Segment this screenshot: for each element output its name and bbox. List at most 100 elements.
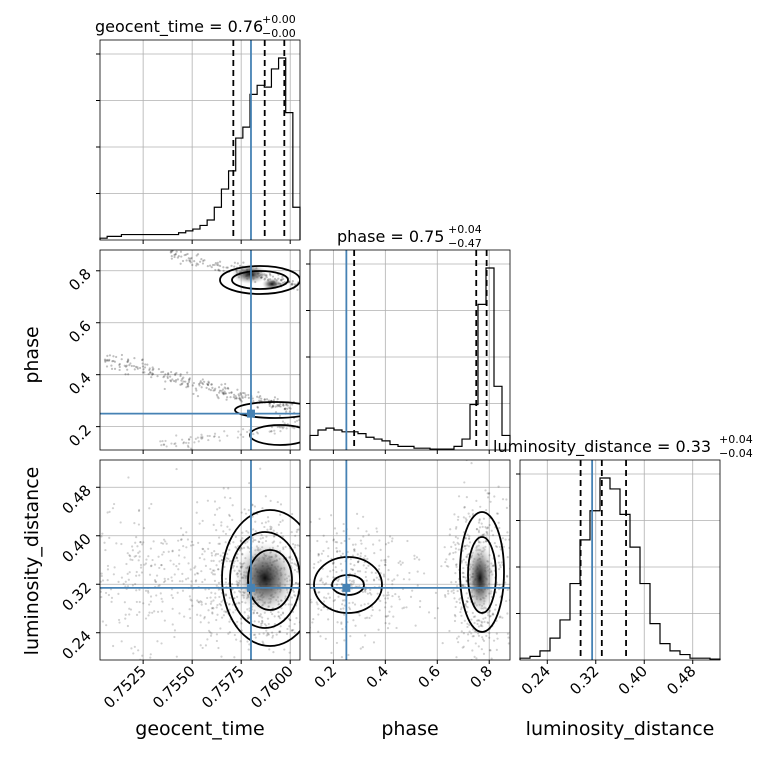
sample-point [342, 530, 345, 533]
sample-point [214, 268, 217, 272]
sample-point [495, 512, 499, 515]
sample-point [229, 496, 232, 500]
sample-point [343, 599, 346, 602]
sample-point [295, 419, 299, 422]
truth-point [342, 583, 351, 592]
sample-point [506, 574, 509, 577]
sample-point [126, 368, 129, 371]
sample-point [323, 583, 326, 586]
sample-point [370, 614, 373, 617]
sample-point [214, 554, 217, 557]
sample-point [228, 391, 231, 395]
sample-point [242, 435, 245, 439]
sample-point [235, 602, 238, 605]
sample-point [173, 629, 177, 632]
sample-point [323, 596, 326, 599]
sample-point [462, 575, 465, 579]
sample-point [183, 615, 186, 618]
x-tick-label: 0.7575 [198, 662, 248, 712]
sample-point [497, 561, 500, 564]
sample-point [378, 539, 381, 542]
sample-point [480, 623, 483, 626]
sample-point [506, 575, 509, 578]
sample-point [188, 377, 191, 380]
sample-point [184, 380, 187, 383]
sample-point [475, 528, 478, 531]
sample-point [217, 646, 220, 650]
sample-point [258, 399, 261, 402]
sample-point [285, 402, 288, 406]
sample-point [223, 390, 226, 393]
sample-point [285, 404, 288, 407]
sample-point [169, 380, 173, 383]
sample-point [222, 391, 225, 394]
sample-point [186, 371, 189, 374]
sample-point [189, 447, 193, 450]
sample-point [156, 610, 160, 613]
sample-point [158, 566, 161, 570]
sample-point [200, 601, 203, 604]
sample-point [291, 282, 294, 285]
sample-point [110, 596, 114, 599]
sample-point [137, 649, 140, 652]
sample-point [128, 363, 131, 367]
sample-point [291, 426, 294, 429]
sample-point [115, 355, 118, 359]
title-sup: +0.00 [262, 13, 296, 26]
sample-point [466, 622, 469, 625]
sample-point [235, 557, 239, 560]
sample-point [494, 603, 498, 607]
sample-point [466, 533, 469, 536]
sample-point [253, 505, 257, 508]
sample-point [470, 632, 473, 635]
sample-point [462, 584, 465, 587]
title-label: luminosity_distance = 0.33 [493, 437, 711, 457]
sample-point [154, 580, 157, 583]
sample-point [496, 637, 499, 640]
sample-point [448, 552, 452, 555]
title-phase: phase = 0.75 +0.04 −0.47 [337, 223, 482, 250]
sample-point [226, 553, 229, 556]
sample-point [278, 615, 281, 618]
sample-point [468, 541, 472, 544]
sample-point [359, 552, 363, 555]
sample-point [471, 635, 474, 638]
sample-point [189, 257, 192, 260]
sample-point [356, 561, 360, 564]
sample-point [220, 600, 223, 603]
sample-point [206, 638, 209, 641]
sample-point [112, 644, 115, 648]
sample-point [474, 663, 476, 665]
sample-point [290, 531, 293, 534]
sample-point [362, 564, 365, 567]
sample-point [281, 420, 285, 423]
sample-point [175, 564, 178, 568]
sample-point [222, 551, 225, 555]
sample-point [276, 397, 279, 401]
sample-point [133, 522, 136, 525]
sample-point [468, 535, 471, 538]
sample-point [498, 664, 500, 666]
sample-point [175, 467, 178, 471]
sample-point [120, 640, 123, 643]
sample-point [215, 639, 219, 643]
sample-point [148, 367, 151, 370]
sample-point [464, 605, 468, 608]
sample-point [130, 647, 133, 650]
y-tick-label: 0.40 [58, 530, 94, 566]
sample-point [96, 560, 98, 562]
sample-point [211, 569, 215, 572]
sample-point [455, 565, 458, 568]
sample-point [134, 554, 138, 558]
sample-point [463, 506, 466, 509]
sample-point [526, 539, 528, 541]
sample-point [352, 581, 355, 584]
sample-point [506, 556, 509, 559]
sample-point [348, 606, 351, 609]
sample-point [478, 519, 481, 522]
sample-point [281, 275, 284, 279]
sample-point [440, 565, 443, 568]
sample-point [293, 283, 296, 286]
sample-point [487, 492, 490, 495]
sample-point [388, 622, 391, 625]
